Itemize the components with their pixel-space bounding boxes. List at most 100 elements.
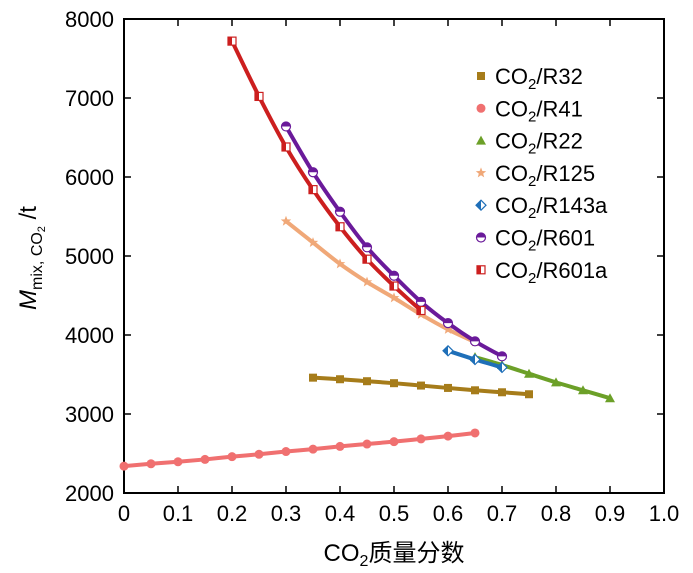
legend-entry: CO2/R125 [475, 161, 595, 190]
data-point [417, 381, 425, 390]
x-axis-title: CO2质量分数 [324, 540, 465, 570]
data-point-half [255, 92, 259, 101]
legend-label: CO2/R143a [495, 193, 608, 222]
x-tick-label: 0 [118, 501, 130, 526]
series-co2-r601a [227, 36, 426, 316]
data-point-half [476, 233, 486, 238]
plot-frame [123, 18, 665, 494]
x-tick-label: 0.8 [541, 501, 572, 526]
legend-entry: CO2/R22 [476, 129, 583, 158]
data-point [524, 368, 534, 378]
legend-entry: CO2/R41 [476, 96, 583, 125]
y-tick-label: 6000 [65, 165, 114, 190]
data-point-half [416, 297, 426, 302]
data-point [362, 439, 372, 449]
y-axis-title: Mmix, CO2 /t [15, 206, 48, 310]
data-point [498, 388, 506, 397]
data-point [336, 375, 344, 384]
legend-entry: CO2/R32 [477, 64, 583, 93]
legend-label: CO2/R601 [495, 226, 595, 255]
data-point [388, 292, 400, 303]
data-point [475, 167, 487, 178]
axis-titles: CO2质量分数 Mmix, CO2 /t [15, 206, 464, 570]
data-point [477, 72, 485, 80]
data-point [280, 215, 292, 226]
data-point [442, 323, 454, 334]
legend-label: CO2/R601a [495, 258, 608, 287]
series-layer [119, 36, 615, 471]
data-point-half [497, 351, 507, 357]
data-point-half [335, 207, 345, 212]
y-tick-label: 7000 [65, 86, 114, 111]
data-point [525, 390, 533, 399]
x-tick-label: 0.1 [163, 501, 194, 526]
data-point-half [362, 242, 372, 248]
data-point [309, 373, 317, 382]
data-point-half [476, 200, 481, 211]
data-point [551, 377, 561, 387]
data-point-half [443, 318, 453, 324]
series-co2-r143a [442, 344, 508, 374]
data-point-half [336, 222, 340, 231]
data-point [200, 454, 210, 464]
data-point [389, 437, 399, 447]
data-point [146, 459, 156, 469]
y-tick-label: 8000 [65, 7, 114, 32]
data-point [443, 431, 453, 441]
x-tick-label: 0.9 [595, 501, 626, 526]
x-tick-label: 0.5 [379, 501, 410, 526]
x-tick-label: 1.0 [649, 501, 680, 526]
data-point [227, 452, 237, 462]
data-point-half [308, 167, 318, 173]
data-point [471, 386, 479, 395]
y-tick-label: 2000 [65, 481, 114, 506]
data-point [605, 393, 615, 403]
legend-entry: CO2/R143a [475, 193, 608, 222]
y-tick-label: 3000 [65, 402, 114, 427]
series-co2-r22 [470, 352, 615, 403]
x-tick-label: 0.7 [487, 501, 518, 526]
series-line [230, 39, 423, 313]
data-point-half [477, 265, 481, 274]
series-co2-r41 [119, 428, 480, 471]
data-point-half [228, 37, 232, 46]
x-tick-label: 0.6 [433, 501, 464, 526]
data-point [334, 258, 346, 269]
data-point [173, 457, 183, 467]
data-point-half [389, 271, 399, 276]
x-tick-label: 0.2 [217, 501, 248, 526]
series-co2-r32 [309, 373, 533, 399]
data-point [363, 377, 371, 386]
data-point [470, 428, 480, 438]
legend-entry: CO2/R601a [476, 258, 608, 287]
data-point-half [309, 185, 313, 194]
data-point [119, 461, 129, 471]
data-point-half [282, 142, 286, 151]
y-tick-label: 5000 [65, 244, 114, 269]
data-point [361, 276, 373, 287]
data-point-half [363, 255, 367, 264]
x-tick-label: 0.4 [325, 501, 356, 526]
y-tick-label: 4000 [65, 323, 114, 348]
data-point [416, 434, 426, 444]
legend: CO2/R32 CO2/R41 CO2/R22 CO2/R125 CO2/R143a CO… [475, 64, 608, 287]
data-point [476, 135, 486, 145]
data-point-half [470, 354, 475, 365]
data-point [476, 103, 486, 113]
data-point-half [390, 282, 394, 291]
axes-layer: 0 0.1 0.2 0.3 0.4 0.5 0.6 0.7 0.8 0.9 1.0 2000 3000 4… [65, 7, 679, 526]
data-point-half [497, 362, 502, 373]
series-line [284, 124, 504, 359]
data-point [578, 385, 588, 395]
data-point [390, 379, 398, 388]
legend-entry: CO2/R601 [475, 226, 595, 255]
data-point-half [443, 345, 448, 356]
data-point [444, 383, 452, 392]
data-point-half [470, 336, 480, 342]
data-point-half [417, 306, 421, 315]
series-co2-r601 [280, 121, 508, 362]
data-point [281, 447, 291, 457]
data-point [254, 449, 264, 459]
legend-label: CO2/R41 [495, 96, 583, 125]
